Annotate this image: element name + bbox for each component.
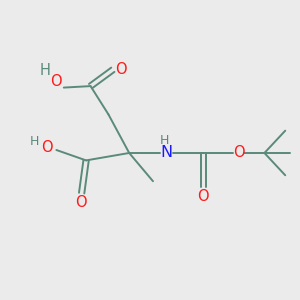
Text: O: O [51,74,62,88]
Text: O: O [197,189,209,204]
Text: O: O [75,194,87,209]
Text: H: H [30,135,39,148]
Text: O: O [233,145,244,160]
Text: O: O [116,62,127,77]
Text: O: O [41,140,53,154]
Text: H: H [40,63,51,78]
Text: H: H [160,134,170,147]
Text: N: N [160,146,172,160]
